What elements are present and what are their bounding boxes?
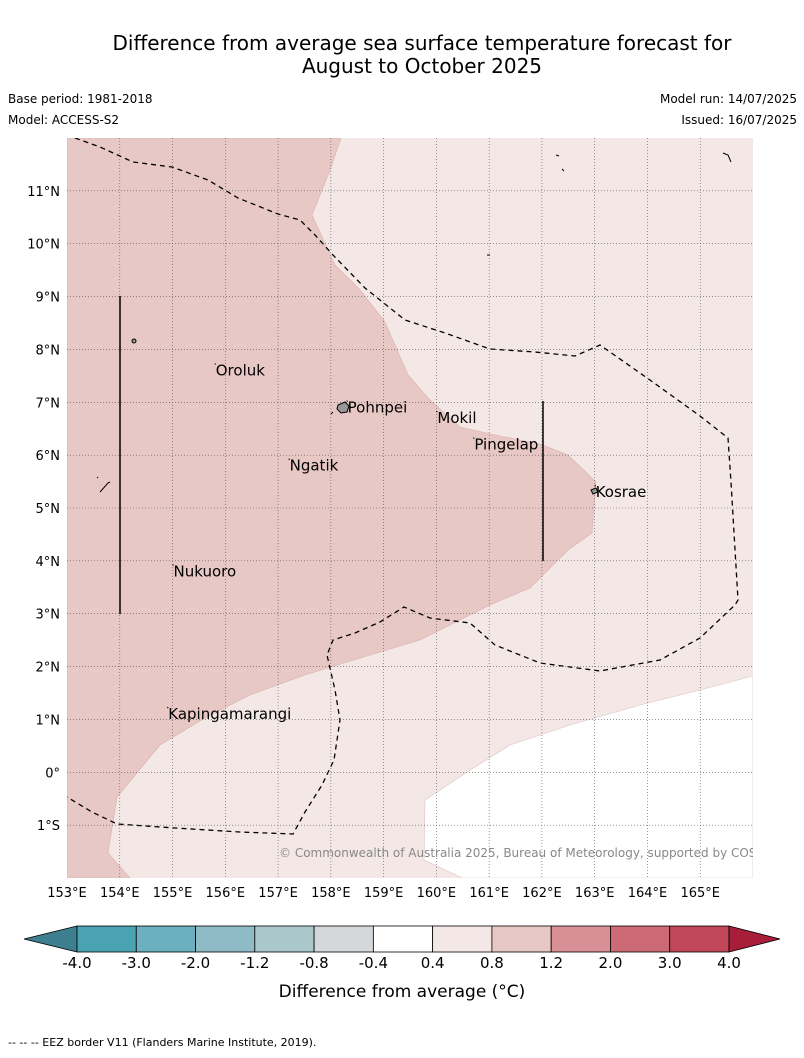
lat-tick-label: 9°N [36, 291, 61, 306]
lon-tick-label: 157°E [258, 886, 298, 901]
lat-tick-label: 8°N [36, 343, 61, 358]
place-marker [594, 484, 597, 487]
islands [96, 152, 732, 495]
colorbar-swatch [254, 925, 315, 953]
colorbar-tick-label: 2.0 [599, 954, 623, 972]
islet-northeast [722, 152, 732, 163]
lon-tick-label: 160°E [417, 886, 457, 901]
colorbar-swatch [610, 925, 671, 953]
lon-tick-label: 162°E [522, 886, 562, 901]
anomaly-band-neutral [423, 675, 753, 878]
lat-tick-label: 2°N [36, 661, 61, 676]
axis-tick-labels: 153°E 154°E 155°E 156°E 157°E 158°E 159°E 160°E… [27, 185, 720, 901]
lat-tick-label: 1°N [36, 713, 61, 728]
place-label-pingelap: Pingelap [474, 436, 538, 454]
colorbar-tick-label: 3.0 [658, 954, 682, 972]
atoll-northwest [131, 338, 137, 344]
islet-pohnpei-west [330, 411, 334, 415]
pohnpei-island [336, 401, 350, 414]
colorbar-swatch [76, 925, 137, 953]
place-label-kapingamarangi: Kapingamarangi [168, 705, 291, 723]
colorbar-label: Difference from average (°C) [279, 982, 526, 1002]
place-marker [214, 363, 217, 365]
place-marker [288, 458, 290, 461]
place-marker [472, 437, 475, 439]
colorbar-swatch [550, 925, 611, 953]
eez-footnote: -- -- -- EEZ border V11 (Flanders Marine… [8, 1036, 317, 1049]
model-label: Model: ACCESS-S2 [8, 113, 120, 127]
colorbar-tick-label: 0.4 [421, 954, 445, 972]
place-label-mokil: Mokil [437, 409, 476, 427]
islet-north [555, 154, 565, 172]
lon-tick-label: 153°E [47, 886, 87, 901]
lat-tick-label: 7°N [36, 396, 61, 411]
title-line-1: Difference from average sea surface temp… [112, 31, 732, 55]
lon-tick-label: 159°E [364, 886, 404, 901]
title-line-2: August to October 2025 [301, 54, 543, 78]
place-marker [346, 400, 349, 402]
colorbar-swatch [372, 925, 434, 953]
colorbar-swatch [669, 925, 730, 953]
place-label-kosrae: Kosrae [596, 483, 647, 501]
lat-tick-label: 4°N [36, 555, 61, 570]
place-label-ngatik: Ngatik [290, 457, 339, 475]
colorbar-tick-label: -0.4 [359, 954, 388, 972]
colorbar-tick-label: -0.8 [299, 954, 328, 972]
place-marker [172, 564, 174, 566]
map-plot-area: Oroluk Pohnpei Mokil Pingelap Ngatik Kosrae Nu… [67, 138, 784, 878]
lat-tick-label: 0° [45, 766, 60, 781]
lat-tick-label: 3°N [36, 608, 61, 623]
copyright-notice: © Commonwealth of Australia 2025, Bureau… [279, 846, 784, 860]
place-label-pohnpei: Pohnpei [348, 399, 408, 417]
place-label-nukuoro: Nukuoro [174, 562, 237, 580]
kosrae-island [590, 487, 599, 495]
lat-tick-label: 10°N [27, 238, 60, 253]
colorbar-extend-high [728, 925, 781, 953]
colorbar: -4.0 -3.0 -2.0 -1.2 -0.8 -0.4 0.4 0.8 1.2 2.0 3.0 4… [23, 925, 781, 972]
model-run-label: Model run: 14/07/2025 [659, 92, 797, 106]
lat-tick-label: 5°N [36, 502, 61, 517]
colorbar-tick-label: -3.0 [122, 954, 151, 972]
lon-tick-label: 161°E [469, 886, 509, 901]
lon-tick-label: 154°E [100, 886, 140, 901]
colorbar-swatch [195, 925, 256, 953]
colorbar-swatch [313, 925, 374, 953]
issued-label: Issued: 16/07/2025 [681, 113, 797, 127]
colorbar-swatch [135, 925, 196, 953]
colorbar-tick-label: 4.0 [717, 954, 741, 972]
lon-tick-label: 155°E [153, 886, 193, 901]
colorbar-swatch [491, 925, 552, 953]
islet-west-2 [96, 476, 99, 479]
colorbar-extend-low [23, 925, 78, 953]
colorbar-tick-label: -1.2 [240, 954, 269, 972]
place-marker [436, 410, 438, 413]
place-marker [166, 706, 169, 709]
lon-tick-label: 164°E [628, 886, 668, 901]
place-label-oroluk: Oroluk [216, 362, 265, 380]
lon-tick-label: 165°E [680, 886, 720, 901]
islet-west [99, 481, 111, 493]
place-labels: Oroluk Pohnpei Mokil Pingelap Ngatik Kosrae Nu… [166, 362, 647, 723]
lon-tick-label: 163°E [575, 886, 615, 901]
lon-tick-label: 158°E [311, 886, 351, 901]
colorbar-tick-label: 1.2 [539, 954, 563, 972]
colorbar-tick-label: -2.0 [181, 954, 210, 972]
colorbar-swatch [432, 925, 493, 953]
colorbar-tick-label: -4.0 [62, 954, 91, 972]
base-period-label: Base period: 1981-2018 [8, 92, 153, 106]
lon-tick-label: 156°E [206, 886, 246, 901]
colorbar-tick-label: 0.8 [480, 954, 504, 972]
lat-tick-label: 1°S [37, 819, 60, 834]
chart-title: Difference from average sea surface temp… [40, 32, 804, 78]
lat-tick-label: 6°N [36, 449, 61, 464]
lat-tick-label: 11°N [27, 185, 60, 200]
